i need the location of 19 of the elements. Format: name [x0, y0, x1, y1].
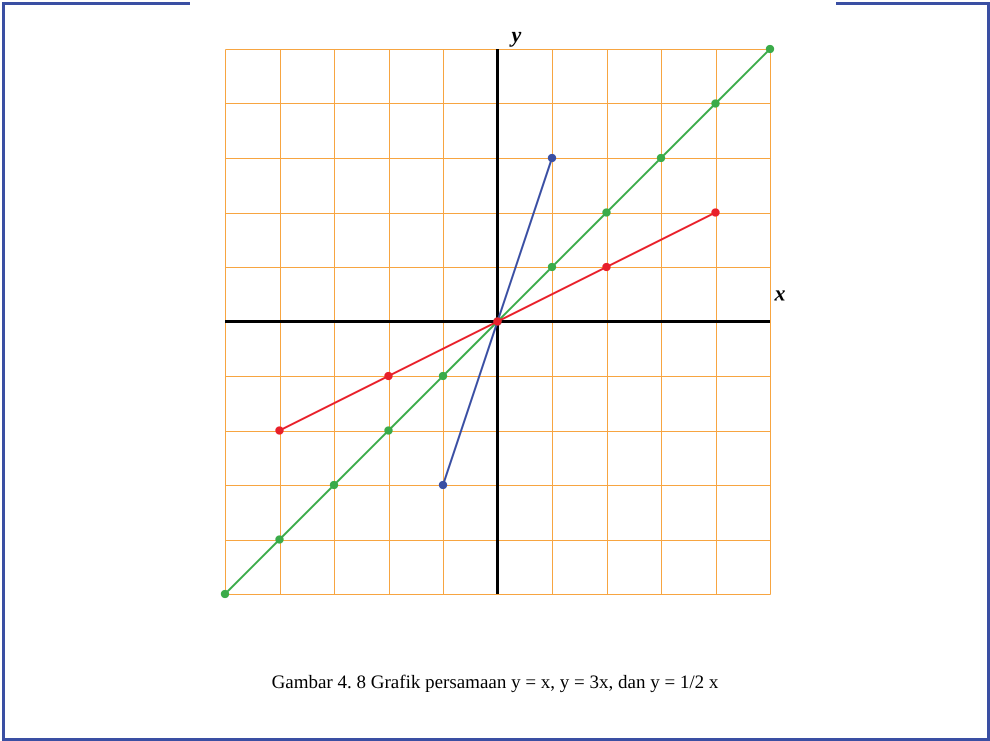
point [711, 208, 720, 217]
point [220, 590, 230, 598]
point [656, 154, 666, 162]
point [711, 99, 720, 108]
text: Gambar 4. 8 Grafik persamaan y = x, y = 3x, dan y = 1/2 x [270, 672, 720, 694]
point [548, 154, 556, 162]
x-axis-title: x [774, 280, 786, 306]
point [275, 426, 284, 435]
point [384, 426, 393, 435]
point [438, 372, 448, 380]
point [330, 480, 338, 490]
point [602, 208, 611, 217]
y-axis-title: y [508, 22, 522, 47]
point [275, 535, 284, 544]
point [602, 262, 611, 272]
point [548, 262, 556, 272]
point [438, 480, 448, 490]
point [384, 372, 393, 380]
point [766, 44, 774, 54]
